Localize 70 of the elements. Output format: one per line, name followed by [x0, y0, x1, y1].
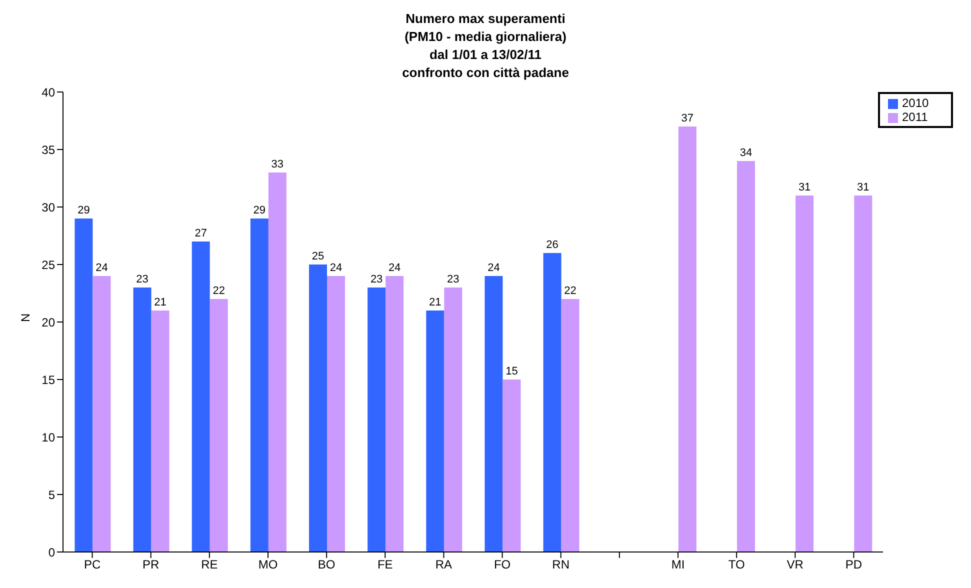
- y-axis-title: N: [18, 313, 32, 322]
- data-label: 23: [370, 274, 383, 286]
- bar: [426, 310, 444, 552]
- y-tick-label: 20: [42, 315, 56, 330]
- bar: [192, 242, 210, 552]
- x-tick-label: TO: [728, 558, 745, 572]
- x-tick-label: VR: [786, 558, 804, 572]
- chart-title: Numero max superamenti (PM10 - media giornaliera) dal 1/01 a 13/02/11 confronto con città padane: [401, 10, 570, 82]
- data-label: 26: [546, 239, 558, 251]
- bar: [484, 276, 503, 552]
- data-label: 21: [429, 296, 442, 308]
- bar: [309, 264, 327, 552]
- data-label: 15: [506, 366, 518, 378]
- data-label: 22: [564, 285, 576, 297]
- data-label: 29: [78, 204, 90, 216]
- bar: [386, 276, 404, 552]
- x-tick-label: RA: [435, 558, 452, 572]
- y-tick-label: 25: [42, 258, 56, 272]
- data-label: 24: [96, 262, 108, 274]
- data-label: 33: [271, 158, 284, 170]
- bar: [368, 288, 386, 552]
- bar: [502, 380, 521, 552]
- y-tick-label: 15: [42, 372, 56, 387]
- data-label: 31: [857, 182, 870, 194]
- data-label: 29: [253, 204, 266, 216]
- bar: [796, 196, 814, 552]
- bar: [543, 253, 562, 552]
- x-tick-label: PR: [142, 558, 160, 572]
- x-tick-label: RN: [552, 558, 570, 572]
- data-label: 24: [388, 262, 401, 274]
- bar: [678, 126, 696, 552]
- data-label: 37: [681, 112, 694, 124]
- bar: [74, 218, 93, 552]
- bar: [250, 218, 268, 552]
- bar: [133, 288, 152, 552]
- legend-label: 2011: [902, 110, 928, 124]
- data-label: 23: [136, 274, 148, 286]
- x-tick-label: RE: [201, 558, 218, 572]
- data-label: 24: [488, 262, 500, 274]
- bar: [92, 276, 111, 552]
- y-tick-label: 35: [42, 142, 56, 157]
- y-tick-label: 5: [48, 488, 56, 502]
- x-tick-label: PC: [84, 558, 101, 572]
- bar: [151, 310, 170, 552]
- legend-label: 2010: [902, 96, 929, 110]
- y-tick-label: 30: [42, 200, 56, 214]
- data-label: 31: [798, 182, 811, 194]
- x-tick-label: PD: [845, 558, 862, 572]
- data-label: 21: [154, 296, 166, 308]
- data-label: 24: [330, 262, 342, 274]
- bar: [210, 299, 228, 552]
- y-tick-label: 40: [42, 85, 56, 100]
- x-tick-label: MO: [258, 558, 278, 572]
- bar: [561, 299, 580, 552]
- bar: [854, 196, 872, 552]
- bar: [327, 276, 345, 552]
- x-tick-label: FE: [377, 558, 393, 572]
- x-tick-label: FO: [494, 558, 511, 572]
- data-label: 22: [212, 285, 225, 297]
- bar: [268, 172, 286, 552]
- x-tick-label: MI: [671, 558, 685, 572]
- data-label: 23: [447, 274, 460, 286]
- data-label: 25: [312, 250, 324, 262]
- data-label: 27: [194, 228, 207, 240]
- y-tick-label: 0: [48, 545, 56, 560]
- bar: [737, 161, 755, 552]
- x-tick-label: BO: [318, 558, 336, 572]
- y-tick-label: 10: [42, 430, 56, 444]
- bar: [444, 288, 462, 552]
- data-label: 34: [740, 147, 752, 159]
